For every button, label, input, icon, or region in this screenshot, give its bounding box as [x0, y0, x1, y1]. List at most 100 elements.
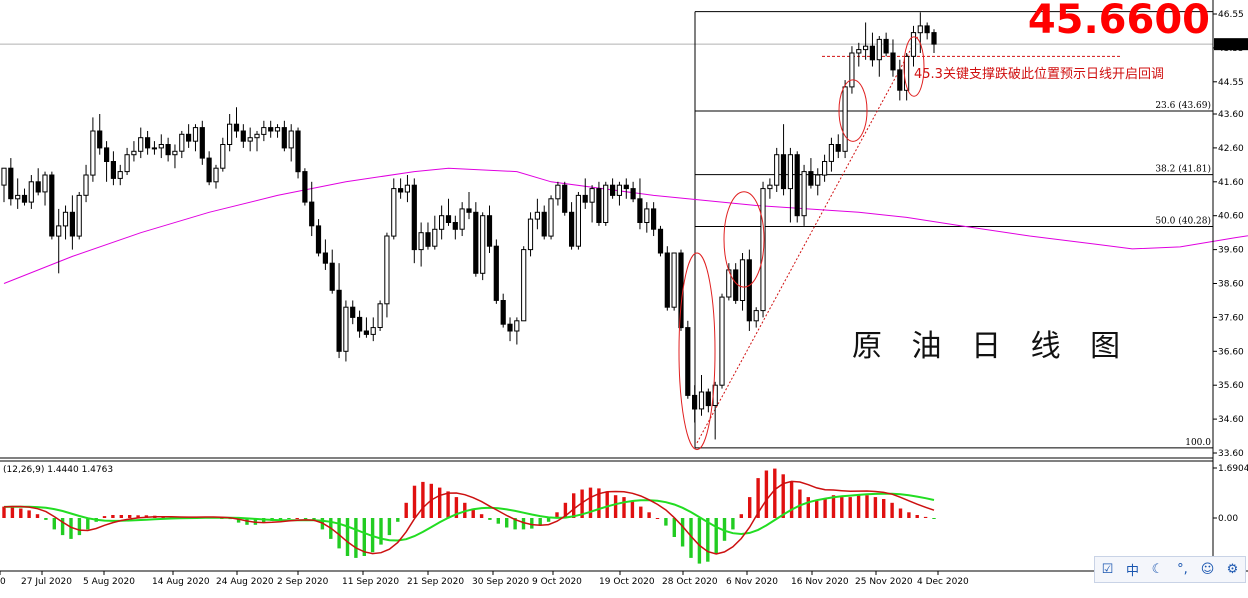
candle-bullish [384, 235, 390, 305]
candle-bullish [124, 154, 130, 173]
time-tick-label: 24 Aug 2020 [216, 577, 274, 587]
candle-bullish [90, 130, 96, 176]
candle-bearish [869, 45, 875, 61]
macd-hist-negative [287, 518, 291, 519]
macd-hist-negative [722, 518, 727, 541]
candle-bullish [863, 45, 869, 51]
candle-bearish [924, 25, 930, 34]
candle-bearish [630, 188, 636, 200]
macd-hist-positive [102, 516, 107, 518]
macd-hist-positive [597, 488, 601, 518]
ime-moon-icon[interactable]: ☾ [1151, 562, 1164, 577]
trend-line [696, 35, 919, 444]
macd-hist-positive [856, 495, 861, 518]
candle-bullish [391, 188, 397, 237]
ime-toolbar[interactable]: ☑ 中 ☾ °, ☺ ⚙ [1094, 556, 1246, 583]
candle-bearish [35, 181, 41, 193]
time-tick-label: 21 Sep 2020 [407, 577, 464, 587]
macd-hist-positive [823, 499, 827, 518]
time-tick-label: 6 Nov 2020 [726, 577, 778, 587]
price-tick-label: 40.60 [1218, 212, 1244, 222]
candle-bullish [172, 150, 178, 156]
candle-bullish [274, 127, 281, 132]
macd-hist-negative [488, 518, 492, 520]
candle-bullish [192, 127, 199, 142]
macd-hist-positive [831, 495, 836, 518]
macd-hist-positive [639, 506, 643, 518]
time-tick-label: 2 Sep 2020 [277, 577, 329, 587]
macd-hist-negative [672, 518, 676, 537]
price-tick-label: 38.60 [1218, 280, 1244, 290]
price-tick-label: 46.55 [1218, 10, 1244, 20]
candle-bearish [541, 211, 547, 237]
candle-bullish [28, 181, 34, 203]
candle-bullish [548, 198, 554, 237]
candle-bullish [432, 228, 438, 247]
price-tick-label: 35.60 [1218, 381, 1244, 391]
macd-hist-positive [815, 500, 819, 518]
ime-emoji-icon[interactable]: ☺ [1200, 562, 1215, 577]
macd-hist-negative [236, 518, 241, 523]
macd-hist-positive [446, 491, 450, 518]
macd-panel: (12,26,9) 1.4440 1.4763 [2, 465, 936, 564]
ime-punctuation-icon[interactable]: °, [1177, 562, 1188, 577]
candle-bullish [801, 171, 807, 217]
candle-bullish [616, 184, 622, 196]
candle-bullish [822, 161, 828, 176]
candle-bearish [281, 127, 287, 149]
candle-bullish [753, 310, 759, 322]
candle-bullish [917, 25, 923, 34]
ime-chinese-mode[interactable]: 中 [1125, 564, 1139, 579]
candle-bullish [849, 52, 855, 88]
macd-hist-negative [278, 518, 283, 520]
candle-bearish [569, 211, 575, 247]
candle-bullish [480, 215, 486, 274]
candle-bullish [555, 184, 561, 200]
macd-hist-positive [789, 481, 794, 518]
macd-main-line [3, 480, 935, 555]
candle-bearish [398, 188, 404, 193]
time-tick-label: 14 Aug 2020 [152, 577, 210, 587]
macd-hist-positive [10, 507, 15, 518]
time-tick-label: 11 Sep 2020 [342, 577, 399, 587]
candle-bullish [83, 174, 89, 196]
candle-bullish [179, 133, 185, 152]
macd-hist-negative [697, 518, 702, 564]
macd-hist-positive [421, 481, 425, 518]
macd-hist-positive [764, 470, 769, 518]
macd-hist-positive [438, 487, 442, 518]
highlight-ellipse [903, 36, 925, 97]
big-price-display: 45.6600 [1028, 0, 1210, 43]
price-tick-label: 36.60 [1218, 347, 1244, 357]
candle-bearish [610, 184, 616, 196]
macd-hist-positive [873, 497, 878, 518]
candle-bullish [527, 218, 534, 251]
candle-bearish [97, 130, 103, 149]
fib-level-label: 38.2 (41.81) [1155, 164, 1211, 175]
candle-bearish [637, 198, 643, 224]
highlight-ellipse [838, 79, 868, 142]
candle-bearish [363, 330, 369, 335]
time-tick-label: 9 Oct 2020 [532, 577, 582, 587]
candle-bearish [8, 167, 14, 200]
macd-hist-negative [253, 518, 258, 525]
macd-hist-negative [379, 518, 383, 545]
candle-bullish [56, 225, 62, 237]
macd-hist-positive [412, 485, 417, 518]
ime-menu-icon[interactable]: ☑ [1101, 562, 1114, 577]
macd-hist-positive [622, 497, 626, 518]
macd-hist-negative [505, 518, 509, 528]
candle-bullish [158, 144, 164, 149]
candle-bearish [165, 144, 171, 156]
ime-settings-icon[interactable]: ⚙ [1226, 562, 1239, 577]
macd-hist-positive [27, 510, 31, 518]
candle-bearish [780, 154, 787, 190]
candle-bearish [692, 394, 698, 410]
macd-hist-positive [806, 497, 810, 518]
price-tick-label: 34.60 [1218, 415, 1244, 425]
macd-hist-negative [680, 518, 685, 547]
candle-bullish [767, 184, 773, 190]
candle-bullish [589, 188, 595, 203]
